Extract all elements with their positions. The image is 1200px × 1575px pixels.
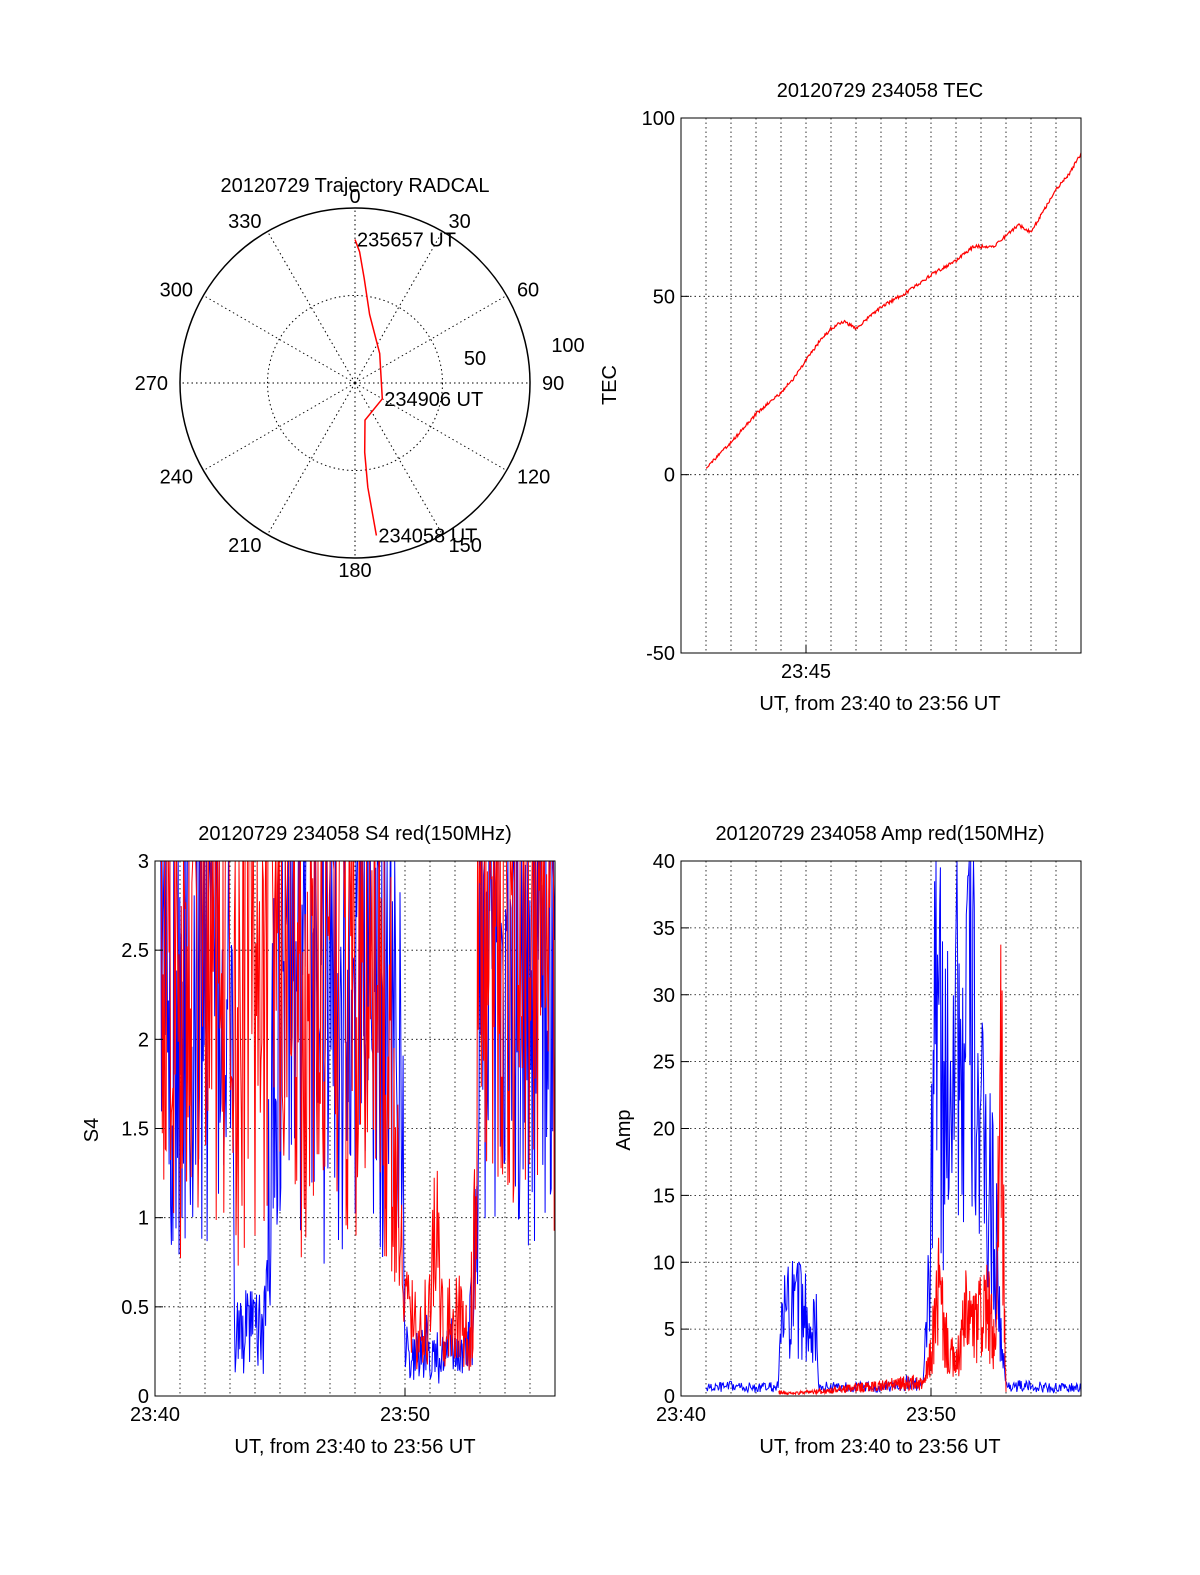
- trajectory-line: [354, 239, 384, 536]
- polar-ring-50: [267, 295, 443, 471]
- s4-ytick-label: 1.5: [121, 1119, 149, 1141]
- tec-title: 20120729 234058 TEC: [777, 80, 983, 102]
- s4-ytick-label: 1: [138, 1208, 149, 1230]
- tec-xlabel: UT, from 23:40 to 23:56 UT: [759, 693, 1000, 715]
- polar-radius-label-100: 100: [551, 335, 584, 357]
- polar-grid: [179, 207, 531, 559]
- amp-xtick-label: 23:40: [656, 1404, 706, 1426]
- tec-ylabel: TEC: [599, 365, 621, 405]
- trajectory-panel: 20120729 Trajectory RADCAL 0 30 60 90 120 150…: [135, 175, 585, 582]
- amp-ytick-label: 20: [653, 1119, 675, 1141]
- amp-ylabel: Amp: [613, 1109, 635, 1150]
- s4-xtick-label: 23:50: [380, 1404, 430, 1426]
- polar-angle-label-30: 30: [449, 211, 471, 233]
- amp-xtick-label: 23:50: [906, 1404, 956, 1426]
- polar-angle-label-330: 330: [228, 211, 261, 233]
- amp-ytick-label: 25: [653, 1052, 675, 1074]
- polar-angle-label-150: 150: [449, 535, 482, 557]
- s4-panel: 20120729 234058 S4 red(150MHz) 0 0.5 1 1.5 2…: [81, 823, 556, 1458]
- amp-ytick-label: 35: [653, 918, 675, 940]
- polar-angle-label-90: 90: [542, 373, 564, 395]
- trajectory-title: 20120729 Trajectory RADCAL: [220, 175, 489, 197]
- tec-plot-frame: [680, 117, 1082, 654]
- polar-angle-label-210: 210: [228, 535, 261, 557]
- tec-ytick-label: 100: [642, 108, 675, 130]
- amp-ytick-label: 5: [664, 1319, 675, 1341]
- tec-ytick-label: 50: [653, 286, 675, 308]
- tec-panel: 20120729 234058 TEC -50 0 50 100 23:45 TEC U…: [599, 80, 1082, 715]
- trajectory-label-9: 235657 UT: [357, 230, 456, 252]
- trajectory-label-0: 234058 UT: [378, 526, 477, 548]
- polar-angle-label-240: 240: [160, 467, 193, 489]
- polar-angle-label-300: 300: [160, 280, 193, 302]
- s4-ytick-label: 0: [138, 1386, 149, 1408]
- amp-panel: 20120729 234058 Amp red(150MHz) 0 5 10 15 20…: [613, 823, 1082, 1458]
- s4-ticks: 0 0.5 1 1.5 2 2.5 3 23:40 23:50: [121, 851, 430, 1426]
- tec-ytick-label: -50: [646, 643, 675, 665]
- polar-angle-label-60: 60: [517, 280, 539, 302]
- polar-angle-labels: 0 30 60 90 120 150 180 210 240 270 300 330: [135, 186, 565, 582]
- trajectory-labels: 234058 UT 234906 UT 235657 UT: [357, 230, 483, 548]
- tec-series: [705, 152, 1082, 469]
- tec-ytick-label: 0: [664, 465, 675, 487]
- tec-series-0-line: [705, 152, 1082, 469]
- polar-radius-label-50: 50: [464, 348, 486, 370]
- amp-ticks: 0 5 10 15 20 25 30 35 40 23:40 23:50: [653, 851, 956, 1426]
- amp-ytick-label: 10: [653, 1252, 675, 1274]
- amp-ytick-label: 15: [653, 1185, 675, 1207]
- tec-ticks: -50 0 50 100 23:45: [642, 108, 831, 683]
- amp-title: 20120729 234058 Amp red(150MHz): [715, 823, 1044, 845]
- amp-ytick-label: 40: [653, 851, 675, 873]
- s4-ytick-label: 3: [138, 851, 149, 873]
- polar-angle-label-0: 0: [349, 186, 360, 208]
- polar-angle-label-270: 270: [135, 373, 168, 395]
- polar-angle-label-120: 120: [517, 467, 550, 489]
- s4-ylabel: S4: [81, 1118, 103, 1142]
- s4-ytick-label: 2.5: [121, 940, 149, 962]
- s4-ytick-label: 2: [138, 1029, 149, 1051]
- s4-xtick-label: 23:40: [130, 1404, 180, 1426]
- s4-ytick-label: 0.5: [121, 1297, 149, 1319]
- tec-xtick-label: 23:45: [781, 661, 831, 683]
- amp-xlabel: UT, from 23:40 to 23:56 UT: [759, 1436, 1000, 1458]
- trajectory-label-4: 234906 UT: [384, 389, 483, 411]
- amp-series: [705, 860, 1082, 1396]
- amp-series-1-line: [778, 944, 1007, 1396]
- polar-outer-ring: [179, 207, 531, 559]
- polar-angle-label-180: 180: [338, 560, 371, 582]
- amp-ytick-label: 0: [664, 1386, 675, 1408]
- amp-ytick-label: 30: [653, 985, 675, 1007]
- s4-xlabel: UT, from 23:40 to 23:56 UT: [234, 1436, 475, 1458]
- s4-title: 20120729 234058 S4 red(150MHz): [198, 823, 512, 845]
